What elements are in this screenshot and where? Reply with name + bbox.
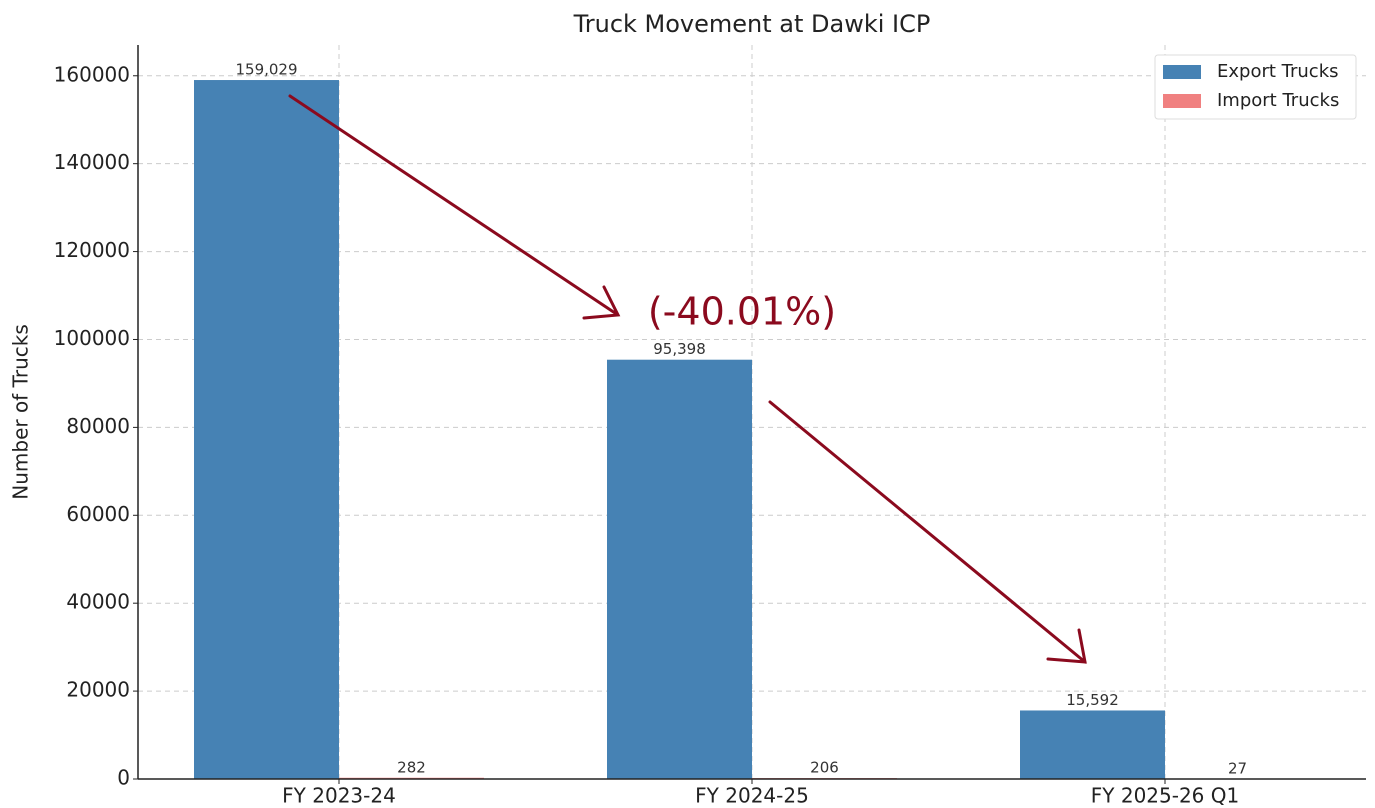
y-tick-label: 60000 — [66, 502, 130, 526]
y-tick-label: 120000 — [54, 238, 130, 262]
annotation-arrows — [288, 94, 1087, 664]
legend-label: Import Trucks — [1217, 90, 1339, 111]
x-tick-label: FY 2024-25 — [695, 784, 809, 808]
arrow — [288, 94, 621, 320]
legend-swatch — [1163, 65, 1201, 79]
legend-box — [1154, 54, 1357, 120]
y-tick-label: 40000 — [66, 590, 130, 614]
chart-title: Truck Movement at Dawki ICP — [573, 10, 931, 38]
legend-label: Export Trucks — [1217, 61, 1339, 82]
x-tick-label: FY 2023-24 — [282, 784, 396, 808]
bar — [1020, 710, 1165, 779]
data-label: 27 — [1228, 759, 1247, 777]
y-tick-label: 160000 — [54, 62, 130, 86]
y-tick-label: 140000 — [54, 150, 130, 174]
bar — [194, 80, 339, 779]
y-tick-label: 100000 — [54, 326, 130, 350]
y-axis-label: Number of Trucks — [9, 324, 33, 500]
annotation: (-40.01%) — [648, 290, 836, 334]
legend-swatch — [1163, 94, 1201, 108]
y-tick-label: 0 — [117, 766, 130, 790]
arrow — [768, 400, 1087, 664]
data-label: 95,398 — [653, 340, 706, 358]
data-label: 159,029 — [235, 61, 297, 79]
bar — [607, 359, 752, 779]
x-tick-label: FY 2025-26 Q1 — [1091, 784, 1239, 808]
data-label: 206 — [810, 759, 839, 777]
data-label: 282 — [397, 758, 426, 776]
y-tick-label: 20000 — [66, 678, 130, 702]
y-tick-label: 80000 — [66, 414, 130, 438]
data-label: 15,592 — [1066, 691, 1119, 709]
